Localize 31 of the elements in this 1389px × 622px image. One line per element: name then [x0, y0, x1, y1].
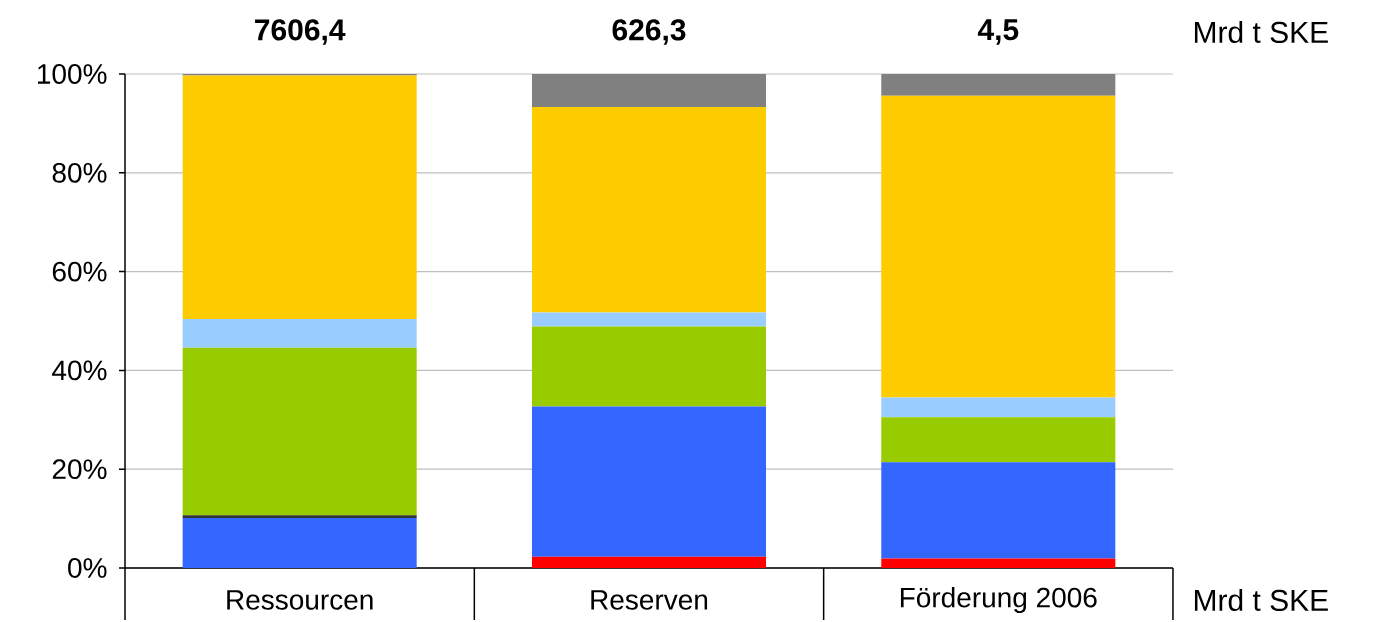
bar	[531, 73, 767, 107]
bar	[182, 318, 417, 348]
bar	[881, 95, 1116, 398]
bar	[531, 326, 767, 407]
x-tick-label: Reserven	[591, 590, 708, 610]
y-tick-label: 100%	[38, 63, 107, 84]
x-tick-label: Förderung 2006	[900, 586, 1097, 613]
bar	[881, 558, 1116, 568]
text: 4,5	[977, 19, 1019, 45]
bar	[881, 417, 1116, 463]
text: Mrd t SKE	[1194, 20, 1328, 43]
text: Mrd t SKE	[1194, 588, 1328, 611]
bar	[531, 406, 767, 557]
y-tick-label: 60%	[52, 261, 107, 282]
bar	[881, 397, 1116, 418]
x-tick-label: Ressourcen	[227, 590, 373, 610]
bar	[531, 312, 767, 327]
bar	[182, 514, 417, 518]
y-tick-label: 0%	[68, 557, 107, 578]
bar	[881, 73, 1116, 96]
bar	[531, 556, 767, 568]
bar	[182, 347, 417, 515]
bar	[182, 517, 417, 568]
y-tick-label: 20%	[52, 459, 107, 479]
text: 626,3	[612, 19, 686, 45]
bar	[531, 106, 767, 313]
text: 7606,4	[255, 19, 346, 45]
y-tick-label: 80%	[52, 162, 107, 183]
y-tick-label: 40%	[52, 360, 107, 381]
bar	[881, 462, 1116, 559]
bar	[182, 75, 417, 319]
